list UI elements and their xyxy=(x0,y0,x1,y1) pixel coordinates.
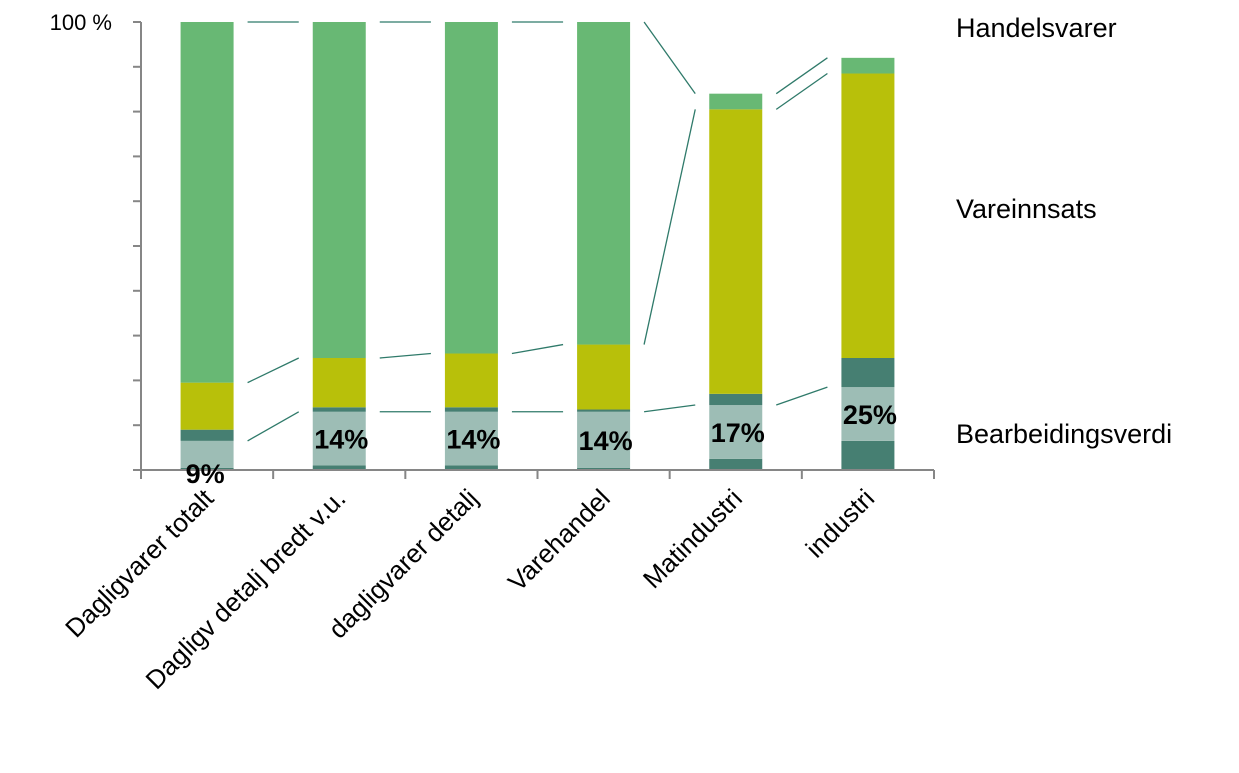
bar-segment xyxy=(709,405,763,459)
y-tick-label-100: 100 % xyxy=(50,10,112,35)
data-label: 9% xyxy=(186,459,225,489)
bar-segment xyxy=(180,440,234,468)
bar-segment xyxy=(841,440,895,470)
category-label: industri xyxy=(800,483,880,563)
connector-line xyxy=(247,411,300,442)
category-label: Matindustri xyxy=(637,483,748,594)
bar-segment xyxy=(841,73,895,359)
bar-segment xyxy=(312,22,366,358)
bar-segment xyxy=(312,407,366,412)
bar-segment xyxy=(444,407,498,412)
connector-line xyxy=(643,109,696,345)
group-label: Handelsvarer xyxy=(956,13,1117,43)
data-label: 17% xyxy=(711,418,765,448)
bar-segment xyxy=(444,22,498,354)
data-labels: 9% 14% 14% 14% 17% 25% xyxy=(186,400,897,489)
bar-segment xyxy=(841,387,895,441)
data-label: 14% xyxy=(446,425,500,455)
connector-line xyxy=(775,72,828,110)
bar-segment xyxy=(180,382,234,430)
bar-segment xyxy=(841,358,895,388)
connector-line xyxy=(643,21,696,95)
data-label: 14% xyxy=(579,426,633,456)
data-label: 14% xyxy=(314,425,368,455)
connector-line xyxy=(776,386,828,406)
bar-segment xyxy=(312,465,366,470)
bar-segment xyxy=(709,458,763,470)
bar-segment xyxy=(709,109,763,394)
connector-line xyxy=(247,357,300,384)
bar-segment xyxy=(577,344,631,410)
bar-segment xyxy=(577,467,631,470)
bar-segment xyxy=(444,411,498,466)
data-label: 25% xyxy=(843,400,897,430)
bar-segment xyxy=(577,22,631,345)
bar-segment xyxy=(312,358,366,408)
bar-segment xyxy=(709,93,763,110)
bar-segment xyxy=(180,429,234,441)
connector-line xyxy=(643,404,696,413)
group-label: Bearbeidingsverdi xyxy=(956,419,1172,449)
axes xyxy=(140,22,934,471)
connector-line xyxy=(511,343,564,355)
bar-segment xyxy=(444,353,498,408)
bar-segment xyxy=(444,465,498,470)
y-ticks xyxy=(133,21,141,471)
bar-segment xyxy=(709,393,763,406)
bar-segment xyxy=(841,57,895,74)
bar-segment xyxy=(312,411,366,466)
bar-segment xyxy=(577,409,631,412)
group-labels: Handelsvarer Vareinnsats Bearbeidingsverdi xyxy=(956,13,1172,449)
category-label: Varehandel xyxy=(502,483,616,597)
group-label: Vareinnsats xyxy=(956,194,1097,224)
bar-segment xyxy=(577,411,631,468)
bar-segment xyxy=(180,22,234,383)
x-ticks xyxy=(140,470,935,479)
bar-segment xyxy=(180,467,234,470)
connector-line xyxy=(379,352,431,359)
connector-line xyxy=(775,57,828,95)
connector-lines xyxy=(247,21,828,442)
bars xyxy=(180,22,895,470)
